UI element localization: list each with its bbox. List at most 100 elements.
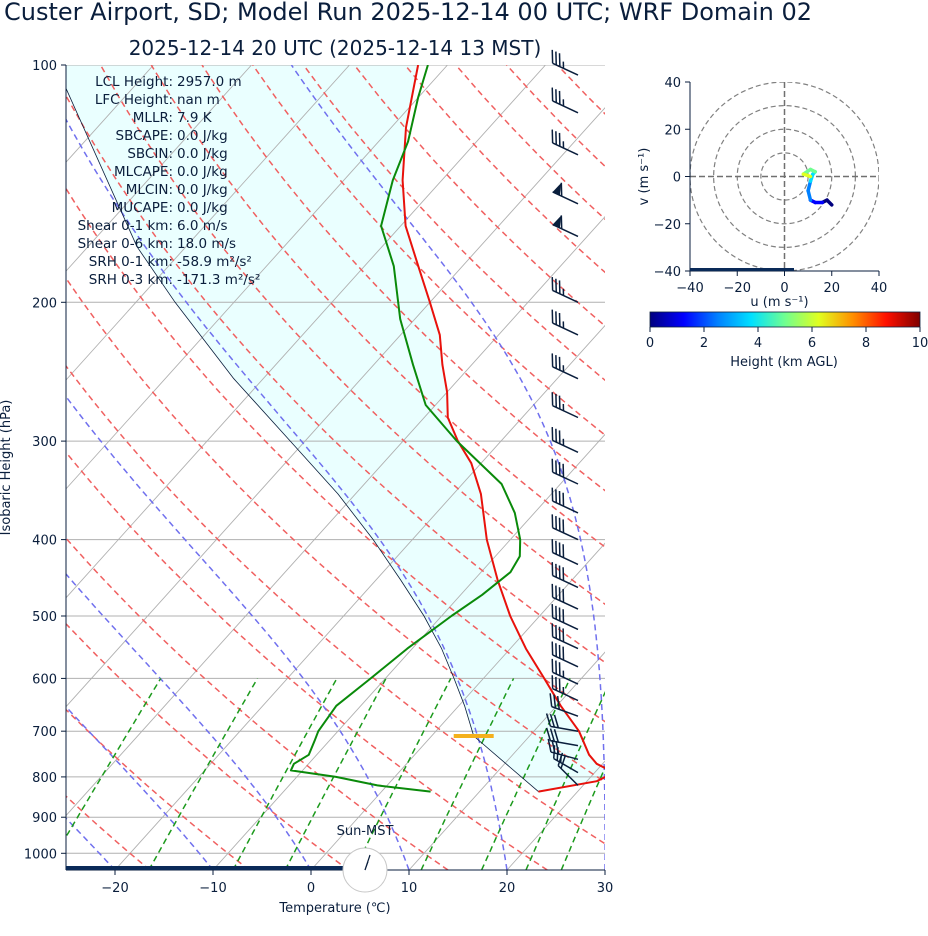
isotherm-line: [66, 65, 350, 381]
barb-full: [558, 90, 561, 105]
x-tick-label: 30: [597, 881, 614, 896]
barb-full: [549, 713, 556, 728]
index-value: 2957.0 m: [177, 74, 242, 90]
wind-barb: [551, 623, 579, 650]
mixing-ratio-line: [480, 678, 571, 870]
barb-shaft: [551, 705, 579, 717]
cin-region: [66, 65, 605, 792]
barb-full: [555, 563, 557, 578]
barb-full: [555, 625, 557, 639]
barb-shaft: [552, 223, 579, 238]
barb-full: [562, 519, 565, 533]
wind-barb: [551, 129, 579, 156]
barb-shaft: [552, 527, 579, 541]
barb-flag: [552, 182, 562, 196]
barb-shaft: [552, 289, 579, 303]
moist-adiabat: [66, 572, 312, 870]
barb-shaft: [552, 500, 579, 514]
profile-lines: [66, 65, 605, 793]
wind-barb: [551, 392, 579, 419]
skewt-axes: 100 200 300 400 500 600 700 800 900 1000 −20 −10 0 10…: [0, 59, 613, 916]
barb-half: [562, 61, 565, 69]
barb-shaft: [552, 551, 579, 566]
barb-full: [553, 694, 557, 709]
barb-full: [555, 89, 557, 103]
wind-barb: [551, 658, 579, 685]
hodo-y-tick-label: 40: [664, 76, 681, 91]
index-label: LFC Height:: [95, 92, 173, 108]
isotherm-line: [66, 65, 546, 599]
wind-barb: [552, 215, 579, 238]
index-value: 0.0 J/kg: [177, 200, 228, 216]
y-tick-label: 900: [32, 811, 57, 826]
barb-full: [558, 587, 561, 601]
barb-full: [553, 714, 560, 728]
hodo-x-tick-label: −20: [724, 281, 751, 296]
wind-barb: [551, 49, 579, 76]
y-tick-label: 100: [32, 59, 57, 74]
wind-barb: [551, 487, 579, 514]
wind-barb: [551, 309, 579, 336]
hodograph-trace: [801, 167, 834, 207]
index-value: 7.9 K: [177, 110, 213, 126]
isotherm-line: [66, 107, 605, 708]
sun-clock: Sun-MST: [337, 824, 393, 893]
wind-barb: [547, 738, 579, 761]
wind-barb: [545, 713, 579, 732]
dry-adiabat: [760, 65, 928, 870]
moist-adiabat: [290, 65, 605, 870]
sun-clock-hand: [364, 861, 369, 871]
barb-full: [558, 280, 561, 294]
barb-shaft: [552, 439, 579, 453]
isotherm-line: [703, 65, 928, 870]
barb-half: [562, 438, 565, 446]
barb-full: [558, 491, 561, 505]
barb-full: [551, 739, 556, 754]
index-value: -171.3 m²/s²: [177, 272, 260, 288]
index-label: MLLR:: [133, 110, 173, 126]
barb-full: [560, 755, 566, 769]
barb-full: [551, 87, 554, 101]
barb-full: [558, 53, 561, 67]
barb-flag: [552, 215, 562, 228]
dry-adiabat: [608, 65, 928, 870]
barb-shaft: [550, 725, 579, 732]
barb-full: [558, 356, 561, 371]
chart-title: Custer Airport, SD; Model Run 2025-12-14…: [4, 0, 813, 26]
hodo-y-tick-label: −20: [654, 218, 681, 233]
barb-shaft: [552, 322, 579, 336]
barb-full: [551, 514, 554, 528]
colorbar-tick-label: 6: [808, 336, 816, 351]
barb-full: [558, 313, 561, 327]
wind-barb: [551, 87, 579, 114]
moist-adiabat: [66, 395, 410, 870]
barb-full: [551, 562, 554, 576]
barb-full: [555, 393, 557, 408]
moist-adiabat: [66, 705, 214, 870]
barb-half: [562, 141, 565, 149]
barb-full: [549, 693, 553, 707]
barb-shaft: [552, 404, 579, 419]
dry-adiabat: [66, 537, 449, 870]
barb-full: [555, 278, 557, 293]
mixing-ratio-line: [232, 678, 338, 870]
barb-full: [551, 427, 554, 441]
wind-barb: [551, 562, 579, 589]
colorbar-tick-label: 8: [862, 336, 870, 351]
chart-subtitle: 2025-12-14 20 UTC (2025-12-14 13 MST): [128, 36, 542, 60]
dry-adiabat: [66, 451, 548, 870]
temperature-line: [401, 65, 605, 793]
isotherm-line: [604, 869, 605, 870]
hodo-y-label: v (m s⁻¹): [637, 148, 652, 206]
dry-adiabat: [201, 65, 605, 492]
hodo-x-tick-label: 0: [780, 281, 788, 296]
barb-full: [549, 728, 556, 742]
barb-full: [551, 487, 554, 502]
index-label: SRH 0-3 km:: [89, 272, 173, 288]
barb-full: [558, 626, 561, 641]
isotherm-line: [408, 651, 605, 870]
barb-full: [551, 392, 554, 406]
isotherm-line: [114, 324, 605, 870]
wind-barbs: [545, 49, 579, 786]
barb-shaft: [550, 739, 579, 747]
